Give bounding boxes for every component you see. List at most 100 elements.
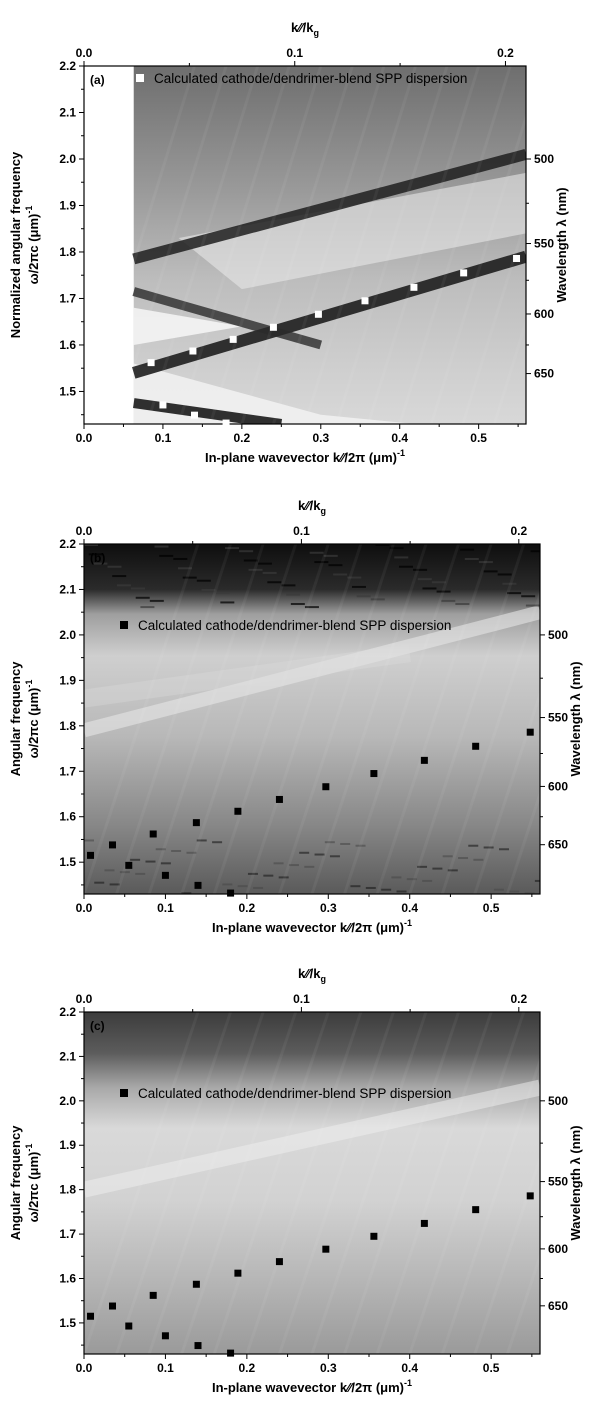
heatmap-noise — [286, 593, 301, 596]
y-tick-label: 1.9 — [59, 1138, 76, 1152]
heatmap-noise — [323, 554, 338, 557]
heatmap-noise — [159, 554, 174, 557]
heatmap-noise — [149, 599, 164, 602]
x-tick-label: 0.1 — [157, 901, 174, 915]
top-axis-label-subscript: g — [320, 974, 326, 984]
chart-panel-a: 0.0 0.1 0.2 0.3 0.4 0.5 1.5 1.6 1.7 1.8 1.9 2.0 2.1 2… — [8, 20, 569, 465]
data-point-upper-branch — [192, 1280, 200, 1288]
heatmap-noise — [499, 848, 510, 851]
plot-frame — [83, 1011, 541, 1355]
x-tick-label: 0.5 — [483, 901, 500, 915]
top-axis-label: k∕∕/kg — [298, 498, 326, 516]
data-point-upper-branch — [109, 841, 116, 849]
heatmap-noise — [140, 606, 155, 609]
heatmap-noise — [347, 576, 362, 579]
heatmap-noise — [220, 601, 235, 604]
heatmap-noise — [314, 853, 325, 856]
heatmap-stripe — [440, 1056, 540, 1354]
heatmap-stripe — [335, 66, 449, 424]
right-tick-label: 600 — [548, 1242, 568, 1256]
heatmap-stripe — [114, 66, 228, 424]
heatmap-noise — [178, 567, 193, 570]
heatmap-noise — [493, 888, 504, 891]
x-tick-label: 0.1 — [157, 1361, 174, 1375]
heatmap-stripe — [343, 544, 460, 894]
x-tick-label: 0.1 — [155, 431, 172, 445]
x-tick-label: 0.5 — [483, 1361, 500, 1375]
x-tick-label: 0.3 — [320, 901, 337, 915]
heatmap-dark-band — [133, 398, 283, 424]
heatmap-noise — [222, 883, 233, 886]
data-point-upper-branch — [269, 323, 277, 331]
y-tick-label: 2.1 — [59, 582, 76, 596]
heatmap-noise — [394, 556, 409, 559]
data-point-lower-branch — [194, 1342, 202, 1350]
data-point-lower-branch — [125, 1322, 133, 1330]
heatmap-noise — [458, 857, 469, 860]
heatmap-bright-band — [84, 605, 540, 738]
right-tick-label: 650 — [534, 367, 554, 381]
heatmap-stripe — [278, 544, 395, 894]
data-point-upper-branch — [149, 1291, 157, 1299]
heatmap-stripe — [208, 66, 323, 424]
heatmap-noise — [396, 890, 407, 893]
heatmap-stripe — [492, 316, 526, 424]
heatmap-noise — [340, 842, 351, 845]
heatmap-noise — [530, 550, 540, 553]
heatmap-stripe — [84, 66, 196, 424]
heatmap-noise — [201, 589, 216, 592]
x-tick-label: 0.5 — [470, 431, 487, 445]
heatmap-noise — [436, 590, 451, 593]
data-point-upper-branch — [234, 1269, 242, 1277]
chart-panel-b: 0.0 0.1 0.2 0.3 0.4 0.5 1.5 1.6 1.7 1.8 1.9 2.0 2.1 2… — [8, 498, 583, 935]
heatmap-stripe — [303, 66, 417, 424]
heatmap-bright-band — [84, 1079, 540, 1198]
top-axis-label-subscript: g — [320, 506, 326, 516]
heatmap-stripe — [366, 66, 481, 424]
heatmap-noise — [299, 851, 310, 854]
heatmap-base — [84, 1012, 540, 1354]
heatmap-noise — [243, 559, 258, 562]
heatmap-stripe — [461, 214, 526, 424]
heatmap-noise — [171, 850, 182, 853]
heatmap-noise — [239, 550, 254, 553]
data-point-upper-branch — [87, 851, 95, 859]
heatmap-noise — [182, 576, 197, 579]
heatmap-noise — [447, 869, 458, 872]
heatmap-noise — [483, 570, 498, 573]
heatmap-dark-band — [132, 287, 323, 350]
x-tick-label: 0.2 — [239, 901, 256, 915]
data-point-upper-branch — [275, 795, 283, 803]
heatmap-noise — [309, 551, 324, 554]
data-point-upper-branch — [472, 742, 480, 750]
x-axis-label: In-plane wavevector k∕∕/2π (μm)-1 — [212, 1378, 412, 1395]
x-tick-label: 0.3 — [312, 431, 329, 445]
y-tick-label: 1.8 — [59, 1183, 76, 1197]
heatmap-noise — [131, 587, 146, 590]
heatmap-noise — [324, 841, 335, 844]
top-tick-label: 0.0 — [76, 992, 93, 1006]
right-tick-label: 500 — [548, 1094, 568, 1108]
y-tick-label: 1.7 — [59, 291, 76, 305]
heatmap-noise — [460, 548, 475, 551]
y-tick-label: 1.8 — [59, 245, 76, 259]
data-point-lower-branch — [191, 411, 198, 419]
heatmap-image — [84, 66, 526, 424]
heatmap-noise — [262, 571, 277, 574]
panel-c: 0.0 0.1 0.2 0.3 0.4 0.5 1.5 1.6 1.7 1.8 1.9 2.0 2.1 2… — [0, 940, 603, 1407]
heatmap-noise — [389, 547, 404, 550]
heatmap-image — [84, 1012, 540, 1354]
y-axis-label: Normalized angular frequency — [8, 151, 23, 338]
heatmap-noise — [212, 841, 223, 844]
top-tick-label: 0.1 — [286, 46, 303, 60]
heatmap-stripe — [115, 544, 232, 894]
heatmap-noise — [155, 848, 166, 851]
heatmap-noise — [525, 604, 540, 607]
y-tick-label: 2.1 — [59, 105, 76, 119]
heatmap-noise — [247, 872, 258, 875]
right-axis-label: Wavelength λ (nm) — [568, 1125, 583, 1240]
heatmap-noise — [263, 874, 274, 877]
data-point-upper-branch — [192, 819, 200, 827]
heatmap-noise — [509, 890, 520, 893]
heatmap-noise — [329, 855, 340, 858]
